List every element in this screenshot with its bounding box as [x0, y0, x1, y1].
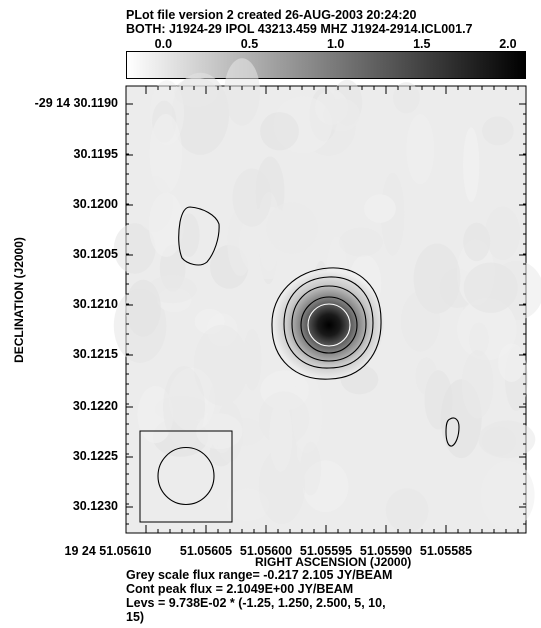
noise-blob — [478, 420, 536, 459]
y-tick-label: 30.1205 — [72, 247, 118, 261]
x-tick-label: 51.05600 — [239, 544, 293, 558]
noise-blob — [269, 400, 293, 472]
x-tick-label: 51.05595 — [299, 544, 353, 558]
noise-blob — [406, 114, 435, 185]
footer-levels-cont: 15) — [126, 610, 145, 624]
noise-blob — [163, 366, 205, 448]
noise-blob — [300, 441, 322, 496]
noise-blob — [461, 350, 494, 419]
y-tick-label: 30.1225 — [72, 449, 118, 463]
y-tick-label: 30.1215 — [72, 347, 118, 361]
x-tick-label: 51.05605 — [179, 544, 233, 558]
y-tick-label: 30.1195 — [73, 147, 119, 161]
secondary-contour-upper-left — [178, 206, 220, 266]
noise-blob — [385, 488, 429, 533]
wedge-label: 0.5 — [240, 37, 259, 51]
plot-header-line-2: BOTH: J1924-29 IPOL 43213.459 MHZ J1924-… — [126, 22, 473, 36]
beam-ellipse — [157, 446, 215, 506]
noise-blob — [364, 194, 396, 223]
x-tick-label: 19 24 51.05610 — [64, 544, 152, 558]
footer-peak-flux: Cont peak flux = 2.1049E+00 JY/BEAM — [126, 582, 354, 596]
noise-blob — [258, 448, 306, 525]
noise-blob — [135, 175, 173, 232]
source-greyscale — [273, 271, 385, 379]
noise-blob — [266, 202, 319, 254]
x-tick-label: 51.05590 — [359, 544, 413, 558]
x-tick-label: 51.05585 — [419, 544, 473, 558]
noise-blob — [463, 262, 518, 313]
y-axis-label: DECLINATION (J2000) — [12, 237, 26, 363]
contour-level-2 — [283, 276, 374, 369]
noise-blob — [482, 116, 514, 146]
noise-blob — [125, 279, 161, 337]
noise-blob — [323, 98, 360, 132]
contour-level-3 — [291, 285, 367, 362]
beam-box — [139, 430, 233, 523]
noise-blob — [149, 113, 183, 194]
contour-level-4 — [300, 296, 358, 354]
y-tick-label: 30.1230 — [72, 499, 118, 513]
footer-flux-range: Grey scale flux range= -0.217 2.105 JY/B… — [126, 568, 393, 582]
noise-blob — [193, 324, 249, 406]
noise-blob — [178, 213, 200, 257]
source-contours — [271, 267, 382, 380]
y-tick-label: 30.1210 — [72, 297, 118, 311]
noise-blob — [413, 243, 461, 314]
y-tick-label: -29 14 30.1190 — [34, 96, 118, 110]
noise-blob — [242, 328, 262, 391]
noise-blob — [393, 82, 420, 114]
contour-level-5 — [307, 303, 351, 347]
x-axis-label: RIGHT ASCENSION (J2000) — [255, 555, 412, 569]
noise-blob — [463, 222, 491, 262]
noise-blob — [174, 77, 218, 107]
noise-blob — [147, 275, 197, 304]
axis-ticks — [126, 86, 526, 533]
noise-blob — [480, 460, 535, 530]
noise-blob — [232, 168, 272, 227]
wedge-label: 2.0 — [499, 37, 517, 51]
noise-blob — [485, 206, 521, 261]
noise-blob — [339, 227, 383, 257]
background-texture — [113, 58, 541, 533]
noise-blob — [224, 58, 260, 126]
wedge-label: 1.0 — [326, 37, 345, 51]
contour-level-1 — [271, 267, 382, 380]
secondary-contour-right — [445, 417, 460, 447]
noise-blob — [226, 488, 269, 522]
wedge-label: 0.0 — [154, 37, 173, 51]
y-tick-label: 30.1200 — [72, 197, 118, 211]
noise-blob — [498, 343, 526, 382]
y-tick-label: 30.1220 — [72, 399, 118, 413]
noise-blob — [463, 127, 480, 202]
noise-blob — [260, 112, 299, 151]
noise-blob — [469, 322, 489, 357]
footer-levels: Levs = 9.738E-02 * (-1.25, 1.250, 2.500,… — [126, 596, 386, 610]
wedge-label: 1.5 — [413, 37, 431, 51]
plot-header-line-1: PLot file version 2 created 26-AUG-2003 … — [126, 8, 417, 22]
noise-blob — [113, 223, 156, 274]
